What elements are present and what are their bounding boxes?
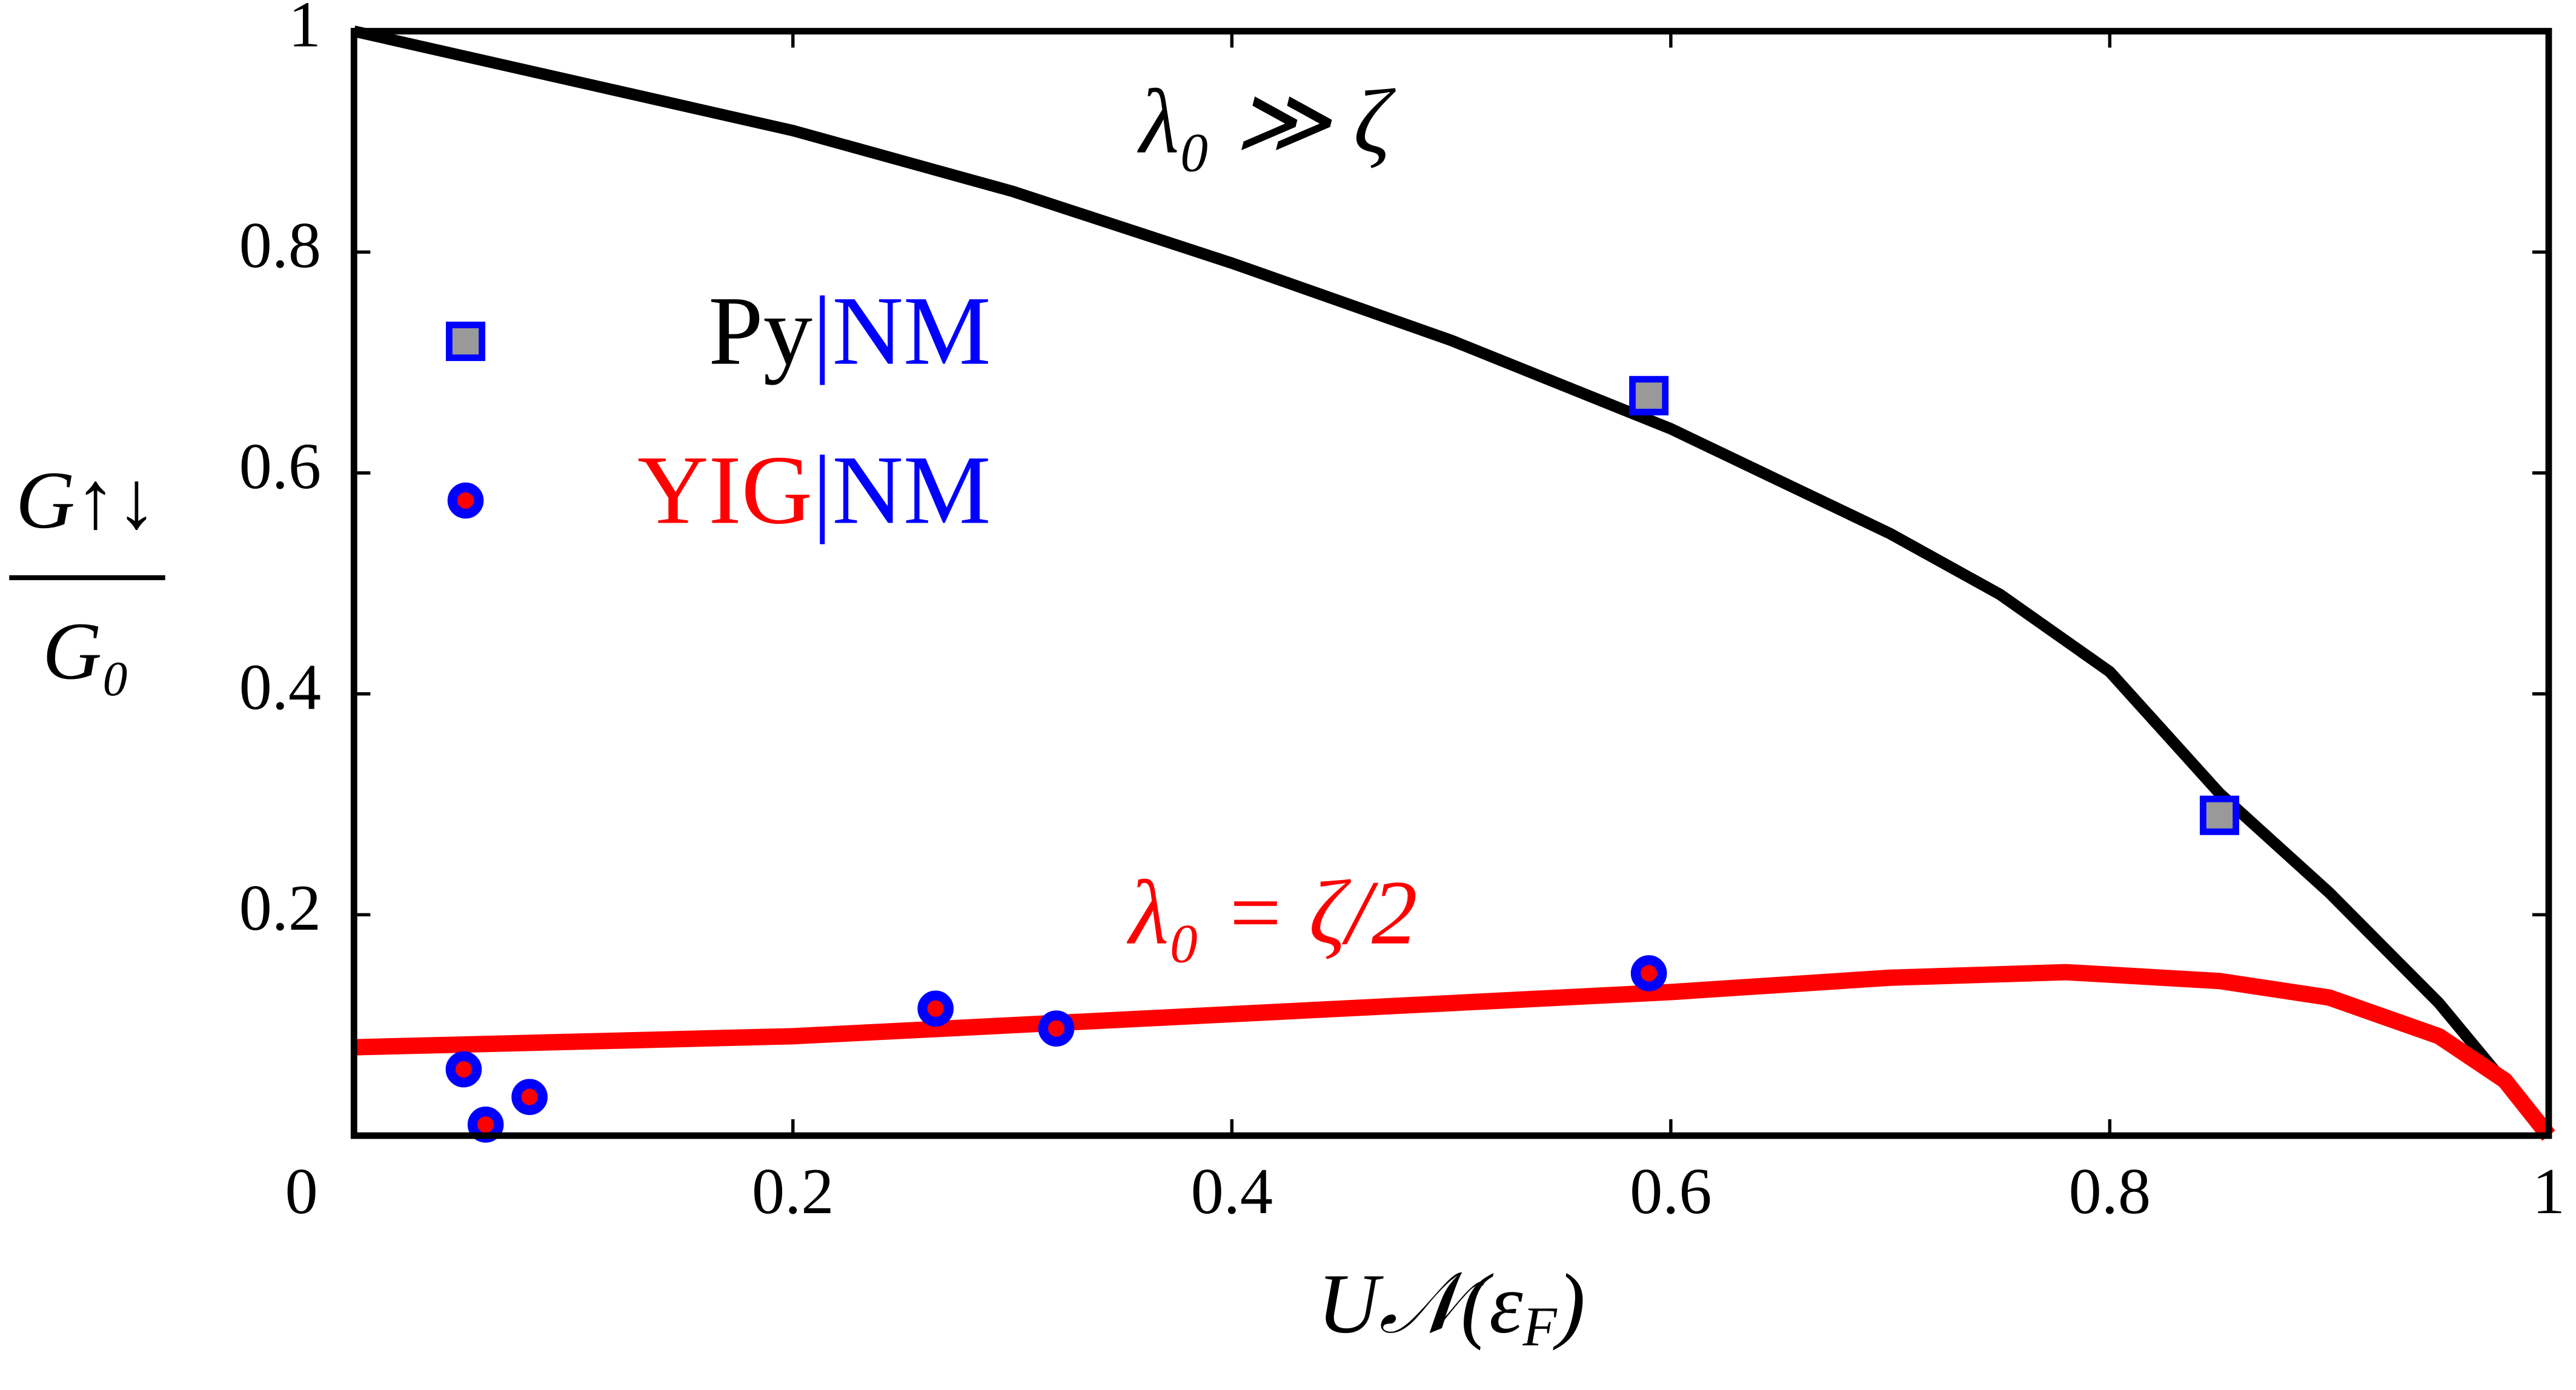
y-tick-label: 0.2 (239, 872, 321, 944)
y-tick-label: 0.4 (239, 650, 321, 723)
legend-label-part: Py (708, 277, 812, 386)
x-tick-label: 0.6 (1630, 1155, 1711, 1228)
legend-label: YIG|NM (637, 436, 991, 545)
x-tick-label: 0.4 (1191, 1155, 1273, 1228)
point (445, 1051, 482, 1088)
x-tick-label: 0.8 (2069, 1155, 2151, 1228)
curve-annotation: λ₀ ≫ ζ (1137, 71, 1396, 173)
x-axis-label-part: U𝒩(ε (1317, 1257, 1523, 1351)
x-tick-label: 1 (2532, 1155, 2565, 1228)
y-tick-label: 1 (288, 0, 321, 61)
plot-frame (350, 28, 2552, 1139)
legend-marker (447, 482, 484, 519)
legend-label: Py|NM (708, 277, 991, 386)
curve (353, 964, 2555, 1141)
x-axis-label: U𝒩(εF) (1317, 1257, 1585, 1357)
curve (353, 25, 2554, 1140)
point (1630, 955, 1667, 991)
legend-label-part: |NM (812, 436, 991, 545)
x-tick-label: 0.2 (752, 1155, 834, 1228)
point (2200, 795, 2240, 835)
legend-label-part: |NM (812, 277, 991, 386)
legend-label-part: YIG (637, 436, 812, 545)
point (1038, 1010, 1075, 1047)
x-tick-label: 0 (285, 1155, 317, 1228)
point (1629, 376, 1669, 415)
legend-marker (445, 322, 486, 362)
x-axis-label-part: ) (1553, 1257, 1585, 1351)
y-tick-label: 0.8 (239, 209, 321, 282)
point (917, 990, 954, 1027)
point (511, 1079, 548, 1115)
curve-annotation: λ₀ = ζ/2 (1127, 862, 1418, 964)
y-tick-label: 0.6 (239, 430, 321, 503)
y-axis-label-numerator: G↑↓ (16, 455, 157, 546)
y-axis-label-denominator: G₀ (42, 606, 130, 697)
x-axis-label-part: F (1522, 1296, 1558, 1357)
